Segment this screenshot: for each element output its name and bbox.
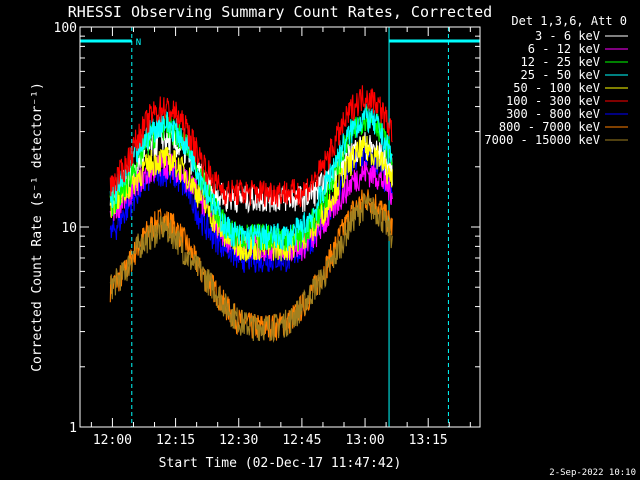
- x-tick-label-5: 13:15: [409, 433, 448, 448]
- x-tick-label-3: 12:45: [282, 433, 321, 448]
- legend-label-5: 100 - 300 keV: [506, 94, 600, 108]
- legend-label-2: 12 - 25 keV: [521, 55, 600, 69]
- legend-label-4: 50 - 100 keV: [513, 81, 600, 95]
- legend-label-0: 3 - 6 keV: [535, 29, 600, 43]
- legend-label-8: 7000 - 15000 keV: [484, 133, 600, 147]
- y-tick-label-0: 1: [69, 421, 77, 436]
- x-tick-label-1: 12:15: [156, 433, 195, 448]
- y-tick-label-1: 10: [61, 221, 77, 236]
- night-interval-label: N: [136, 38, 141, 48]
- x-tick-label-0: 12:00: [93, 433, 132, 448]
- chart-title: RHESSI Observing Summary Count Rates, Co…: [68, 3, 492, 21]
- x-tick-label-4: 13:00: [345, 433, 384, 448]
- series-line-7: [109, 189, 393, 342]
- legend-label-7: 800 - 7000 keV: [499, 120, 600, 134]
- axes: 1 10 100 12:00 12:15 12:30 12:45 13:00 13:15: [54, 21, 481, 448]
- count-rate-series: [109, 85, 393, 344]
- legend-label-3: 25 - 50 keV: [521, 68, 600, 82]
- series-line-8: [109, 192, 393, 344]
- legend-label-6: 300 - 800 keV: [506, 107, 600, 121]
- series-line-4: [109, 135, 393, 262]
- y-tick-label-2: 100: [54, 21, 77, 36]
- x-axis-label: Start Time (02-Dec-17 11:47:42): [159, 456, 402, 471]
- y-axis-label: Corrected Count Rate (s⁻¹ detector⁻¹): [30, 82, 45, 372]
- series-line-5: [109, 85, 393, 208]
- legend-header: Det 1,3,6, Att 0: [511, 14, 627, 28]
- plot-timestamp: 2-Sep-2022 10:10: [549, 468, 636, 478]
- series-line-3: [109, 103, 393, 252]
- legend-label-1: 6 - 12 keV: [528, 42, 600, 56]
- x-tick-label-2: 12:30: [219, 433, 258, 448]
